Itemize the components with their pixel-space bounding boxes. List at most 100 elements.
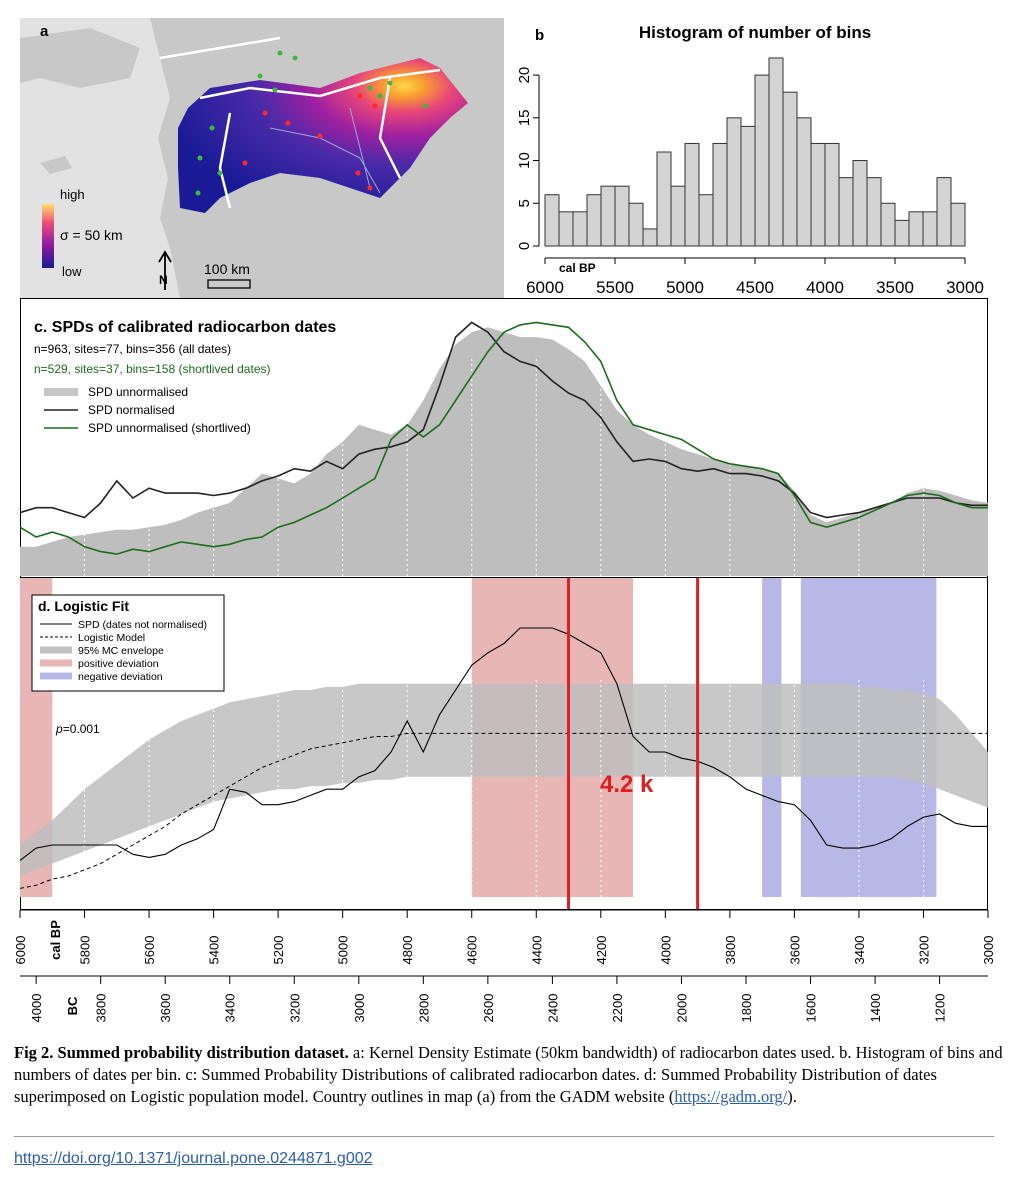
legend-shortlived: SPD unnormalised (shortlived) [88, 421, 251, 435]
legend-spd: SPD (dates not normalised) [78, 619, 207, 631]
histogram-bar [838, 177, 854, 247]
histogram-x-tick-label: 3000 [946, 278, 984, 297]
histogram-bar [754, 74, 770, 247]
legend-sigma-label: σ = 50 km [60, 227, 123, 243]
bc-tick-label: 2600 [481, 994, 496, 1023]
time-axes: 6000 5800 5600 5400 5200 5000 4800 4600 4400 4200… [13, 909, 996, 1023]
histogram-y-tick-label: 5 [516, 199, 533, 207]
calbp-tick-label: 5000 [336, 936, 351, 965]
bc-tick-label: 1800 [739, 994, 754, 1023]
histogram-bar [586, 194, 602, 247]
panel-d-title: d. Logistic Fit [38, 598, 129, 614]
histogram-bar [740, 125, 756, 247]
panel-c-spd: c. SPDs of calibrated radiocarbon dates … [20, 298, 988, 578]
legend-negative: negative deviation [78, 671, 163, 683]
caption-divider [14, 1136, 994, 1137]
histogram-x-tick-label: 4500 [736, 278, 774, 297]
histogram-bar [936, 177, 952, 247]
histogram-y-tick-label: 0 [516, 242, 533, 250]
legend-envelope: 95% MC envelope [78, 645, 164, 657]
histogram-bar [642, 228, 658, 247]
kde-region [178, 58, 468, 213]
calbp-tick-label: 3800 [723, 936, 738, 965]
calbp-axis-unit: cal BP [48, 920, 63, 960]
histogram-bar [684, 142, 700, 247]
histogram-bar [796, 117, 812, 247]
calbp-tick-label: 4200 [594, 936, 609, 965]
panel-a-letter: a [40, 23, 49, 40]
histogram-y-tick-label: 10 [516, 152, 533, 169]
histogram-bar [782, 91, 798, 247]
spd-not-normalised-line [20, 627, 988, 861]
histogram-y-tick-label: 20 [516, 67, 533, 84]
histogram-bar [824, 142, 840, 247]
legend-unnormalised: SPD unnormalised [88, 385, 188, 399]
histogram-bar [558, 211, 574, 247]
calbp-tick-label: 5600 [142, 936, 157, 965]
histogram-bar [712, 142, 728, 247]
histogram-x-tick-label: 5500 [596, 278, 634, 297]
histogram-bar [894, 219, 910, 247]
bc-tick-label: 1600 [804, 994, 819, 1023]
histogram-axis-unit: cal BP [559, 261, 596, 275]
histogram-bar [810, 142, 826, 247]
spd-shortlived-line [20, 321, 988, 555]
site-markers [195, 50, 428, 196]
panel-b-histogram: b Histogram of number of bins 0 5 10 15 20 6… [516, 23, 984, 297]
histogram-x-tick-label: 5000 [666, 278, 704, 297]
scale-bar-label: 100 km [204, 261, 250, 277]
histogram-x-tick-label: 4000 [806, 278, 844, 297]
histogram-bar [922, 211, 938, 247]
gadm-link[interactable]: https://gadm.org/ [674, 1087, 788, 1106]
legend-positive: positive deviation [78, 658, 159, 670]
histogram-bar [670, 185, 686, 247]
bc-tick-label: 2400 [545, 994, 560, 1023]
histogram-bar [908, 211, 924, 247]
calbp-tick-label: 3600 [787, 936, 802, 965]
histogram-bar [880, 202, 896, 247]
histogram-bar [600, 185, 616, 247]
calbp-tick-label: 5200 [271, 936, 286, 965]
bc-tick-label: 1400 [868, 994, 883, 1023]
caption-text: a: Kernel Density Estimate (50km bandwid… [14, 1043, 1003, 1106]
bc-axis-unit: BC [65, 996, 80, 1015]
histogram-x-tick-label: 6000 [526, 278, 564, 297]
figure-caption: Fig 2. Summed probability distribution d… [14, 1042, 1004, 1108]
legend-high-label: high [60, 187, 85, 202]
histogram-bar [852, 160, 868, 247]
calbp-tick-label: 4800 [400, 936, 415, 965]
calbp-tick-label: 3000 [981, 936, 996, 965]
calbp-tick-label: 6000 [13, 936, 28, 965]
bc-tick-label: 3000 [352, 994, 367, 1023]
doi-link[interactable]: https://doi.org/10.1371/journal.pone.024… [14, 1150, 373, 1167]
panel-c-title: c. SPDs of calibrated radiocarbon dates [34, 319, 336, 336]
panel-c-all-dates-stats: n=963, sites=77, bins=356 (all dates) [34, 342, 231, 356]
bc-tick-label: 3200 [287, 994, 302, 1023]
histogram-bar [614, 185, 630, 247]
histogram-bar [866, 177, 882, 247]
histogram-y-tick-label: 15 [516, 109, 533, 126]
map-land-west [20, 28, 140, 88]
histogram-bar [544, 194, 560, 247]
histogram-bar [768, 57, 784, 247]
rivers [269, 107, 381, 194]
kde-legend-bar [42, 204, 54, 268]
calbp-tick-label: 4400 [529, 936, 544, 965]
scale-bar [207, 279, 251, 289]
legend-low-label: low [62, 264, 82, 279]
map-island [40, 156, 72, 174]
north-label: N [159, 273, 168, 287]
caption-tail: ). [787, 1087, 797, 1106]
histogram-bar [950, 202, 966, 247]
bc-tick-label: 3600 [158, 994, 173, 1023]
spd-unnormalised-area [20, 327, 988, 576]
legend-model: Logistic Model [78, 632, 145, 644]
bc-tick-label: 2200 [610, 994, 625, 1023]
calbp-tick-label: 3400 [852, 936, 867, 965]
panel-a-map: a high σ = 50 km low 100 km N [20, 18, 504, 298]
legend-normalised: SPD normalised [88, 403, 175, 417]
calbp-tick-label: 5800 [78, 936, 93, 965]
calbp-tick-label: 4600 [465, 936, 480, 965]
bc-tick-label: 1200 [933, 994, 948, 1023]
bc-tick-label: 4000 [29, 994, 44, 1023]
